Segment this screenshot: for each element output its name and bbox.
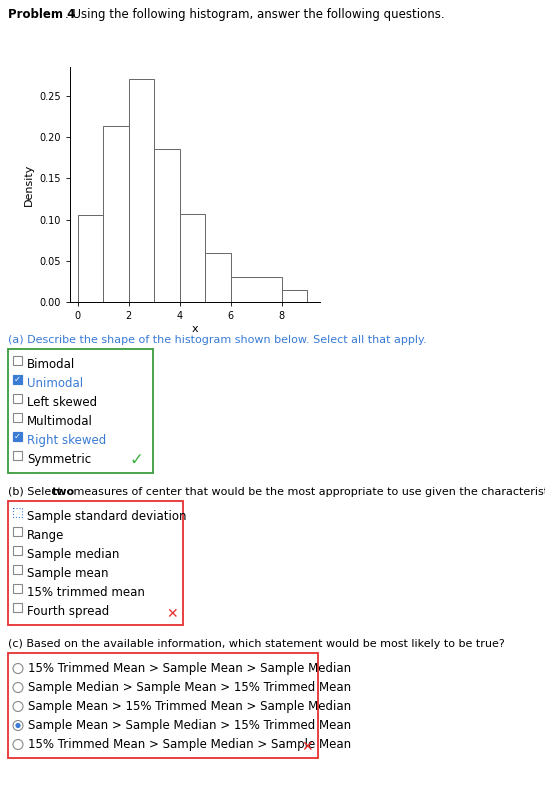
Text: ✕: ✕ <box>166 607 178 621</box>
Text: . Using the following histogram, answer the following questions.: . Using the following histogram, answer … <box>65 8 445 21</box>
Text: Bimodal: Bimodal <box>27 358 75 371</box>
Text: ✓: ✓ <box>14 432 21 441</box>
Bar <box>8 653 318 758</box>
Bar <box>129 79 154 302</box>
Text: 15% Trimmed Mean > Sample Mean > Sample Median: 15% Trimmed Mean > Sample Mean > Sample … <box>28 662 351 675</box>
Text: ✓: ✓ <box>129 451 143 469</box>
Text: Sample Median > Sample Mean > 15% Trimmed Mean: Sample Median > Sample Mean > 15% Trimme… <box>28 681 351 694</box>
Circle shape <box>13 663 23 674</box>
Bar <box>8 501 183 625</box>
Text: Multimodal: Multimodal <box>27 415 93 428</box>
Text: 15% Trimmed Mean > Sample Median > Sample Mean: 15% Trimmed Mean > Sample Median > Sampl… <box>28 738 351 751</box>
Text: (b) Select: (b) Select <box>8 487 65 497</box>
Circle shape <box>13 701 23 711</box>
Bar <box>282 290 307 302</box>
Circle shape <box>13 682 23 693</box>
Text: Range: Range <box>27 529 64 542</box>
Text: Sample median: Sample median <box>27 548 119 561</box>
Text: Sample mean: Sample mean <box>27 567 108 580</box>
Bar <box>13 356 22 365</box>
Text: Symmetric: Symmetric <box>27 453 91 466</box>
Text: Sample Mean > Sample Median > 15% Trimmed Mean: Sample Mean > Sample Median > 15% Trimme… <box>28 719 351 732</box>
Text: 15% trimmed mean: 15% trimmed mean <box>27 586 145 599</box>
Bar <box>13 546 22 555</box>
Bar <box>13 394 22 403</box>
Bar <box>13 432 22 441</box>
Bar <box>13 603 22 612</box>
Circle shape <box>15 723 21 728</box>
Bar <box>180 214 205 302</box>
Text: Sample standard deviation: Sample standard deviation <box>27 510 186 523</box>
Bar <box>103 127 129 302</box>
Bar <box>205 253 231 302</box>
Bar <box>13 527 22 536</box>
Y-axis label: Density: Density <box>24 164 34 205</box>
Text: Unimodal: Unimodal <box>27 377 83 390</box>
Text: Problem 4: Problem 4 <box>8 8 75 21</box>
Circle shape <box>13 721 23 730</box>
Text: Right skewed: Right skewed <box>27 434 106 447</box>
X-axis label: x: x <box>192 323 198 334</box>
Bar <box>231 277 282 302</box>
Bar <box>13 375 22 384</box>
Bar <box>77 216 103 302</box>
Bar <box>154 149 180 302</box>
Bar <box>13 432 22 441</box>
Bar <box>13 413 22 422</box>
Text: Sample Mean > 15% Trimmed Mean > Sample Median: Sample Mean > 15% Trimmed Mean > Sample … <box>28 700 351 713</box>
Bar <box>13 508 22 517</box>
Text: Fourth spread: Fourth spread <box>27 605 109 618</box>
Circle shape <box>13 740 23 749</box>
Bar <box>13 584 22 593</box>
Text: Left skewed: Left skewed <box>27 396 97 409</box>
Bar <box>13 451 22 460</box>
Text: (c) Based on the available information, which statement would be most likely to : (c) Based on the available information, … <box>8 639 505 649</box>
Text: measures of center that would be the most appropriate to use given the character: measures of center that would be the mos… <box>70 487 545 497</box>
Text: (a) Describe the shape of the histogram shown below. Select all that apply.: (a) Describe the shape of the histogram … <box>8 335 427 345</box>
Bar <box>8 349 153 473</box>
Bar <box>13 375 22 384</box>
Text: two: two <box>52 487 75 497</box>
Text: ✓: ✓ <box>14 375 21 384</box>
Text: ✕: ✕ <box>301 740 313 754</box>
Bar <box>13 565 22 574</box>
